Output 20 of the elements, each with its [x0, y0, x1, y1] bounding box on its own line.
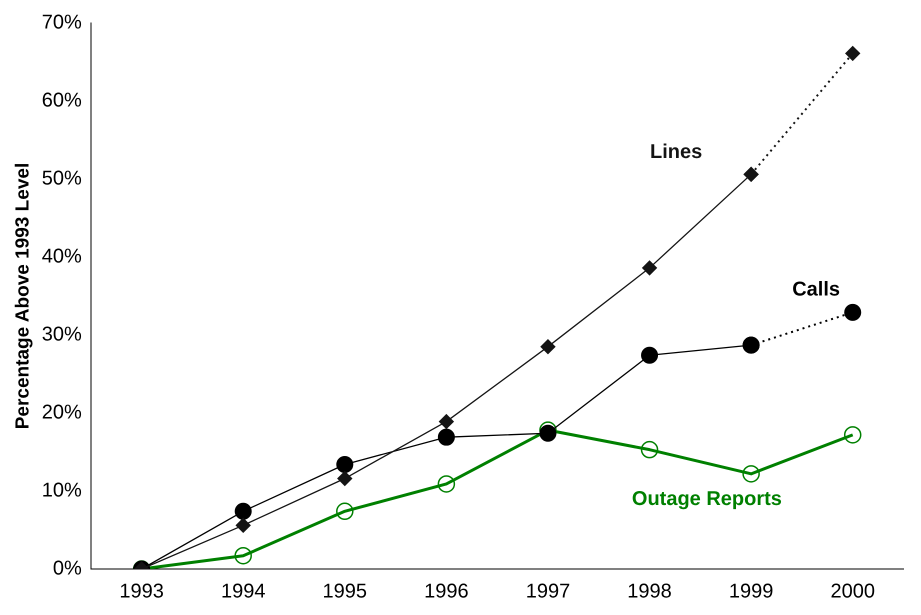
y-tick-label: 60%	[42, 90, 82, 112]
y-tick-label: 20%	[42, 402, 82, 424]
y-tick-label: 50%	[42, 168, 82, 190]
series-label: Outage Reports	[632, 488, 782, 510]
y-tick-label: 70%	[42, 12, 82, 34]
text: Calls	[792, 278, 840, 301]
y-tick-label: 40%	[42, 246, 82, 268]
x-tick-label: 1997	[526, 580, 570, 603]
x-tick-label: 1996	[424, 580, 469, 603]
x-tick-label: 1995	[322, 580, 368, 603]
y-tick-label: 30%	[42, 324, 82, 346]
x-tick-label: 1998	[627, 580, 672, 603]
x-tick-label: 1993	[119, 580, 164, 603]
text: Lines	[650, 140, 702, 163]
y-axis-title: Percentage Above 1993 Level	[12, 162, 34, 430]
y-tick-label: 10%	[42, 480, 82, 502]
x-tick-label: 1999	[728, 580, 774, 603]
x-tick-label: 2000	[830, 580, 875, 603]
x-tick-label: 1994	[220, 580, 266, 603]
y-tick-label: 0%	[52, 558, 82, 580]
